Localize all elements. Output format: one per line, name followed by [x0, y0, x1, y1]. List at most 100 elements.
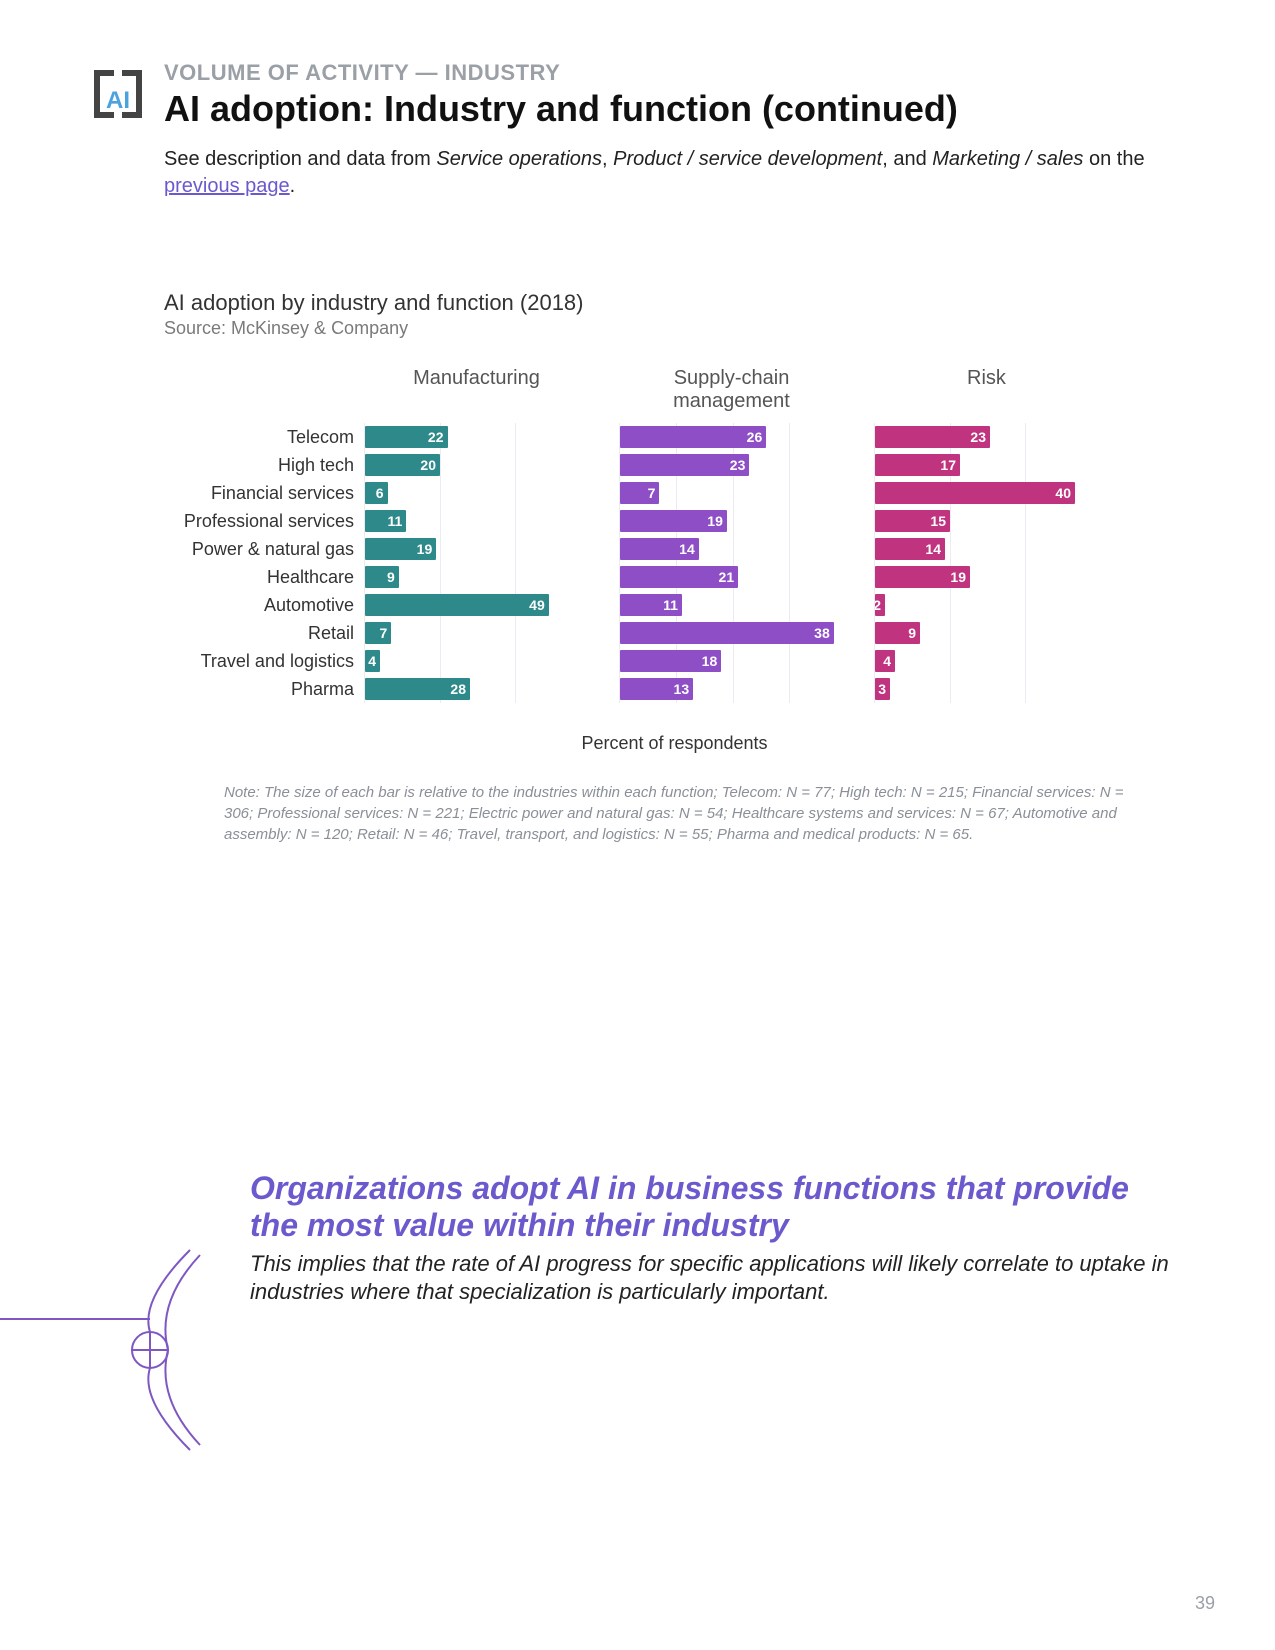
chart-panel: 9 [364, 563, 589, 591]
pullquote-text: Organizations adopt AI in business funct… [250, 1170, 1185, 1307]
pullquote-ornament-icon [120, 1240, 240, 1460]
chart-bar-value: 15 [930, 513, 946, 529]
chart-bar-value: 4 [368, 653, 376, 669]
chart-title: AI adoption by industry and function (20… [164, 290, 1185, 316]
chart-panel-header: Manufacturing [364, 367, 589, 423]
chart-panel: 23 [874, 423, 1099, 451]
chart-bar-value: 9 [387, 569, 395, 585]
pullquote-heading: Organizations adopt AI in business funct… [250, 1170, 1185, 1244]
header-text: VOLUME OF ACTIVITY — INDUSTRY AI adoptio… [164, 60, 1185, 130]
chart-panel: 3 [874, 675, 1099, 703]
chart-bar: 21 [620, 566, 738, 588]
chart-bar-value: 7 [379, 625, 387, 641]
chart-bar-value: 20 [420, 457, 436, 473]
chart-panel: 11 [619, 591, 844, 619]
chart-panel: 17 [874, 451, 1099, 479]
pullquote-body: This implies that the rate of AI progres… [250, 1250, 1185, 1307]
chart-panel-header: Supply-chain management [619, 367, 844, 423]
chart-panel: 38 [619, 619, 844, 647]
intro-text: See description and data from [164, 148, 436, 170]
chart-panel: 7 [619, 479, 844, 507]
chart-note: Note: The size of each bar is relative t… [164, 782, 1185, 845]
chart-bar-value: 38 [814, 625, 830, 641]
chart-row-label: Automotive [164, 591, 364, 619]
chart-panel: 49 [364, 591, 589, 619]
chart-row-label: Pharma [164, 675, 364, 703]
chart-panel: 6 [364, 479, 589, 507]
chart-row-label: Travel and logistics [164, 647, 364, 675]
intro-text: on the [1083, 148, 1144, 170]
chart-bar-value: 7 [648, 485, 656, 501]
chart-row: High tech 20 23 17 [164, 451, 1185, 479]
chart-bar: 6 [365, 482, 388, 504]
chart-panel-header: Risk [874, 367, 1099, 423]
chart-bar: 2 [875, 594, 885, 616]
chart-panel: 13 [619, 675, 844, 703]
chart-row-label: Power & natural gas [164, 535, 364, 563]
page-title: AI adoption: Industry and function (cont… [164, 88, 1185, 130]
chart-bar: 13 [620, 678, 693, 700]
chart-bar: 14 [875, 538, 945, 560]
chart-row-label: Professional services [164, 507, 364, 535]
chart-bar-value: 11 [387, 513, 402, 529]
intro-text: , and [882, 148, 932, 170]
chart-bar: 19 [365, 538, 436, 560]
chart-row: Financial services6 7 40 [164, 479, 1185, 507]
chart-row: Travel and logistics4184 [164, 647, 1185, 675]
intro-text: . [290, 175, 296, 197]
chart: Manufacturing Supply-chain management Risk… [164, 367, 1185, 703]
intro-paragraph: See description and data from Service op… [164, 146, 1185, 200]
intro-em-1: Service operations [436, 148, 602, 170]
chart-column-headers: Manufacturing Supply-chain management Risk [164, 367, 1185, 423]
chart-bar-value: 13 [674, 681, 690, 697]
chart-bar-value: 26 [747, 429, 763, 445]
chart-bar-value: 2 [874, 597, 881, 613]
page-number: 39 [1195, 1593, 1215, 1614]
chart-bar-value: 19 [417, 541, 433, 557]
chart-bar: 28 [365, 678, 470, 700]
chart-row: Healthcare92119 [164, 563, 1185, 591]
chart-panel: 9 [874, 619, 1099, 647]
chart-row-label: High tech [164, 451, 364, 479]
chart-bar-value: 49 [529, 597, 545, 613]
chart-bar: 26 [620, 426, 766, 448]
chart-bar: 9 [365, 566, 399, 588]
chart-panel: 28 [364, 675, 589, 703]
chart-bar: 14 [620, 538, 699, 560]
chart-panel: 19 [874, 563, 1099, 591]
chart-bar: 15 [875, 510, 950, 532]
chart-bar-value: 18 [702, 653, 718, 669]
chart-row: Professional services 11 19 15 [164, 507, 1185, 535]
chart-bar: 22 [365, 426, 448, 448]
chart-source: Source: McKinsey & Company [164, 318, 1185, 339]
chart-panel: 11 [364, 507, 589, 535]
chart-bar-value: 22 [428, 429, 444, 445]
chart-bar-value: 19 [707, 513, 723, 529]
chart-row-label: Financial services [164, 479, 364, 507]
chart-bar: 11 [620, 594, 682, 616]
chart-panel: 15 [874, 507, 1099, 535]
chart-bar: 23 [620, 454, 749, 476]
chart-row: Pharma 28 13 3 [164, 675, 1185, 703]
chart-panel: 20 [364, 451, 589, 479]
chart-bar-value: 11 [663, 597, 678, 613]
page: AI VOLUME OF ACTIVITY — INDUSTRY AI adop… [0, 0, 1275, 1650]
chart-bar-value: 3 [878, 681, 886, 697]
chart-row: Automotive 49 11 2 [164, 591, 1185, 619]
chart-bar-value: 14 [679, 541, 695, 557]
chart-bar: 4 [365, 650, 380, 672]
chart-panel: 7 [364, 619, 589, 647]
chart-bar: 3 [875, 678, 890, 700]
chart-bar-value: 23 [730, 457, 746, 473]
chart-bar-value: 9 [908, 625, 916, 641]
chart-row: Retail7389 [164, 619, 1185, 647]
chart-bar-value: 4 [883, 653, 891, 669]
chart-row: Telecom222623 [164, 423, 1185, 451]
previous-page-link[interactable]: previous page [164, 175, 290, 197]
chart-bar: 11 [365, 510, 406, 532]
chart-bar-value: 40 [1055, 485, 1071, 501]
chart-bar-value: 23 [970, 429, 986, 445]
chart-bar: 38 [620, 622, 834, 644]
chart-bar-value: 28 [450, 681, 466, 697]
chart-bar: 19 [875, 566, 970, 588]
